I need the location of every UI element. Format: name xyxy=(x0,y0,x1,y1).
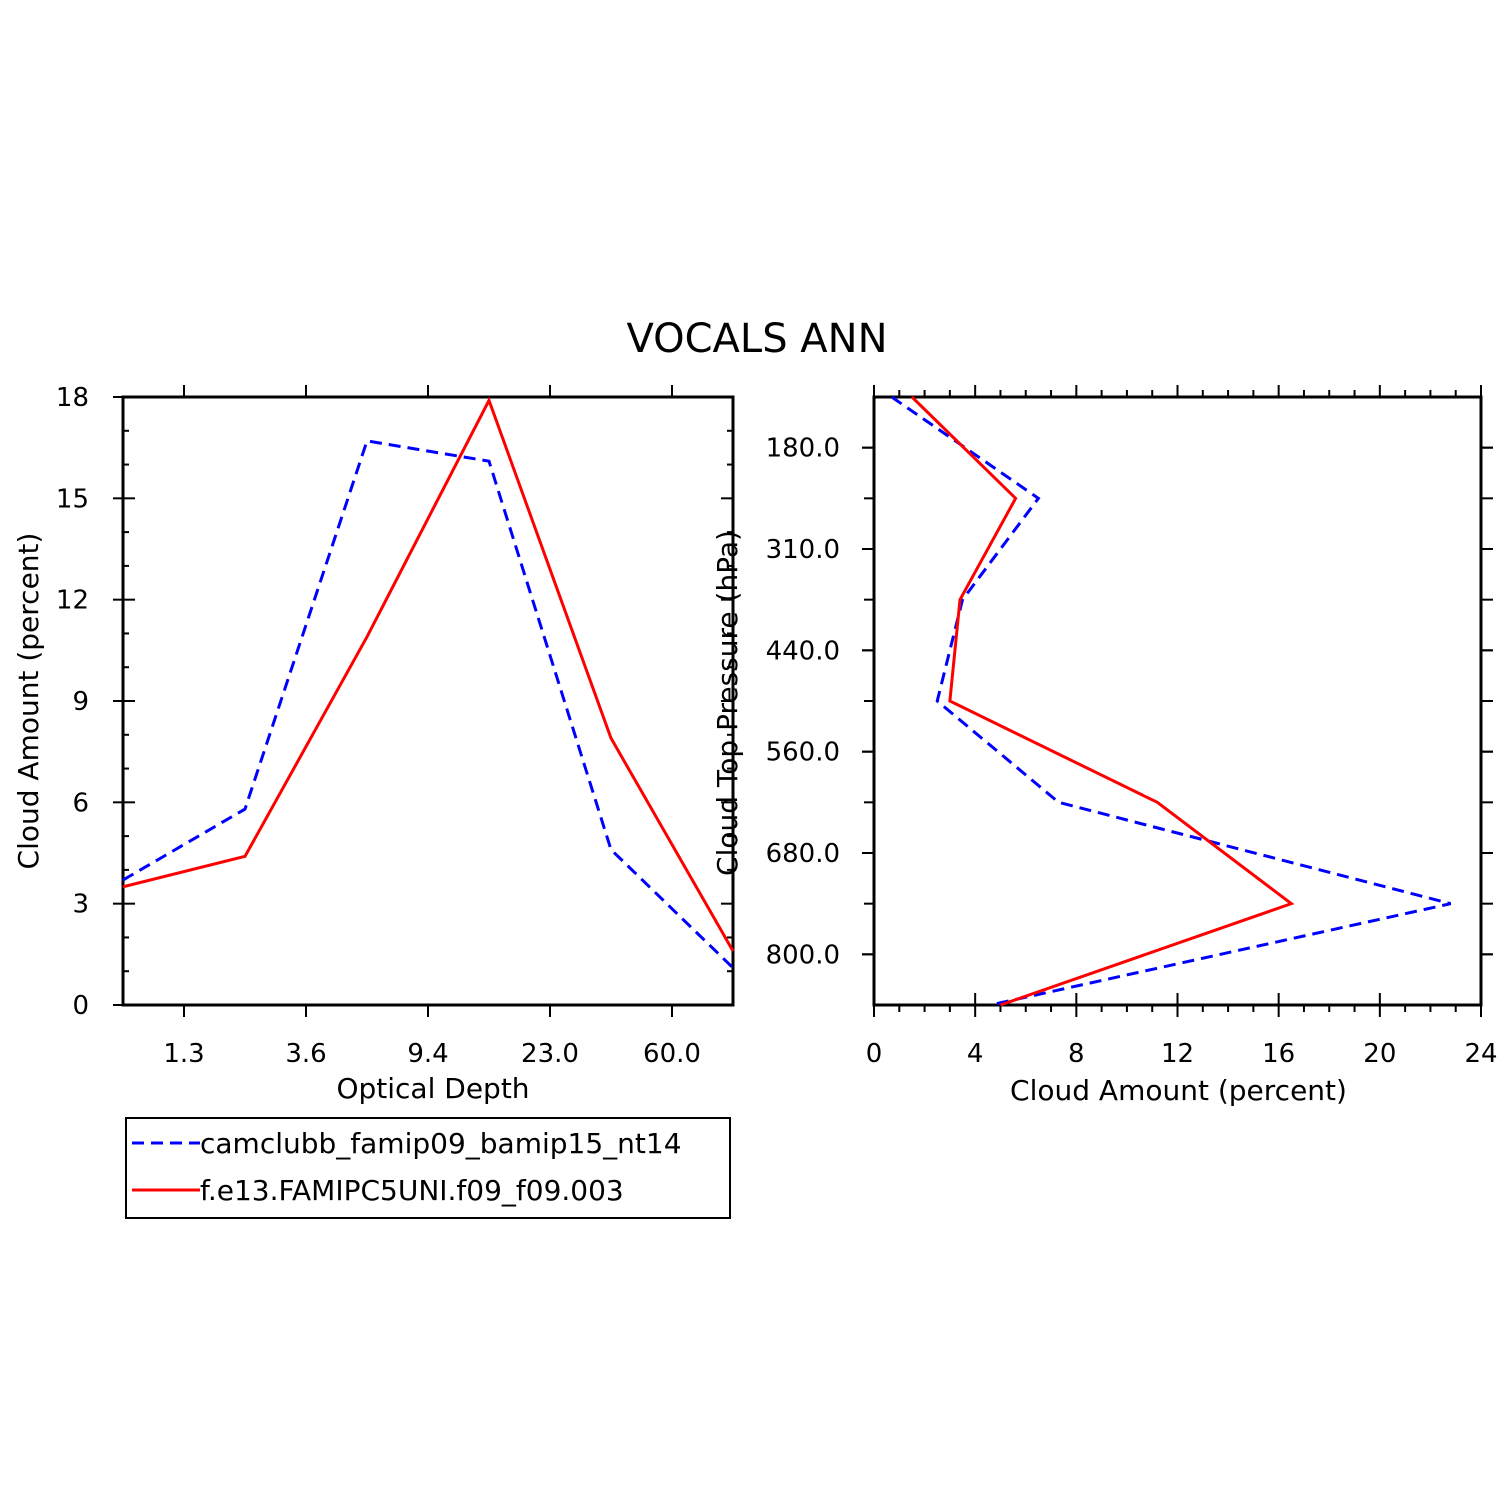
right-y-tick-label: 440.0 xyxy=(766,636,840,666)
right-y-tick-label: 310.0 xyxy=(766,535,840,565)
legend-box xyxy=(125,1117,731,1219)
right-x-tick-label: 16 xyxy=(1262,1039,1295,1069)
right-x-tick-label: 0 xyxy=(866,1039,883,1069)
right-plot-frame xyxy=(872,395,1483,1007)
left-x-tick-label: 60.0 xyxy=(643,1039,701,1069)
right-y-tick-label: 180.0 xyxy=(766,434,840,464)
right-x-axis-label: Cloud Amount (percent) xyxy=(1010,1074,1347,1107)
left-x-axis-label: Optical Depth xyxy=(336,1072,529,1105)
optical-depth-panel: 0 3 6 9 12 15 18 1.3 3.6 9.4 23.0 60.0 Optical Depth… xyxy=(12,383,735,1105)
right-y-axis-label: Cloud Top Pressure (hPa) xyxy=(711,530,744,876)
left-y-tick-label: 0 xyxy=(72,991,89,1021)
right-x-tick-label: 20 xyxy=(1363,1039,1396,1069)
left-y-tick-label: 18 xyxy=(56,383,89,413)
left-x-tick-label: 3.6 xyxy=(285,1039,326,1069)
right-y-tick-label: 800.0 xyxy=(766,940,840,970)
right-x-tick-label: 8 xyxy=(1068,1039,1085,1069)
left-y-tick-label: 15 xyxy=(56,484,89,514)
left-x-tick-label: 1.3 xyxy=(163,1039,204,1069)
left-series-line-2 xyxy=(122,396,735,952)
right-series-line-1 xyxy=(890,395,1452,1007)
legend: camclubb_famip09_bamip15_nt14 f.e13.FAMI… xyxy=(125,1117,731,1219)
right-y-tick-label: 560.0 xyxy=(766,738,840,768)
left-y-tick-label: 9 xyxy=(72,687,89,717)
left-plot-frame xyxy=(121,395,735,1007)
left-x-tick-label: 9.4 xyxy=(407,1039,448,1069)
right-x-tick-label: 4 xyxy=(967,1039,984,1069)
left-y-axis-label: Cloud Amount (percent) xyxy=(12,533,45,870)
legend-label-series2: f.e13.FAMIPC5UNI.f09_f09.003 xyxy=(200,1174,624,1207)
left-y-tick-label: 6 xyxy=(72,788,89,818)
left-y-tick-label: 3 xyxy=(72,890,89,920)
right-x-tick-label: 24 xyxy=(1464,1039,1497,1069)
figure-title: VOCALS ANN xyxy=(626,316,887,362)
right-x-tick-label: 12 xyxy=(1161,1039,1194,1069)
pressure-panel: 0 4 8 12 16 20 24 180.0 310.0 440.0 560.0 680.0 800.… xyxy=(711,385,1498,1107)
right-y-tick-label: 680.0 xyxy=(766,839,840,869)
right-series-line-2 xyxy=(910,395,1295,1007)
legend-label-series1: camclubb_famip09_bamip15_nt14 xyxy=(200,1127,682,1160)
left-series-line-1 xyxy=(122,439,735,969)
left-x-tick-label: 23.0 xyxy=(521,1039,579,1069)
left-y-tick-label: 12 xyxy=(56,586,89,616)
